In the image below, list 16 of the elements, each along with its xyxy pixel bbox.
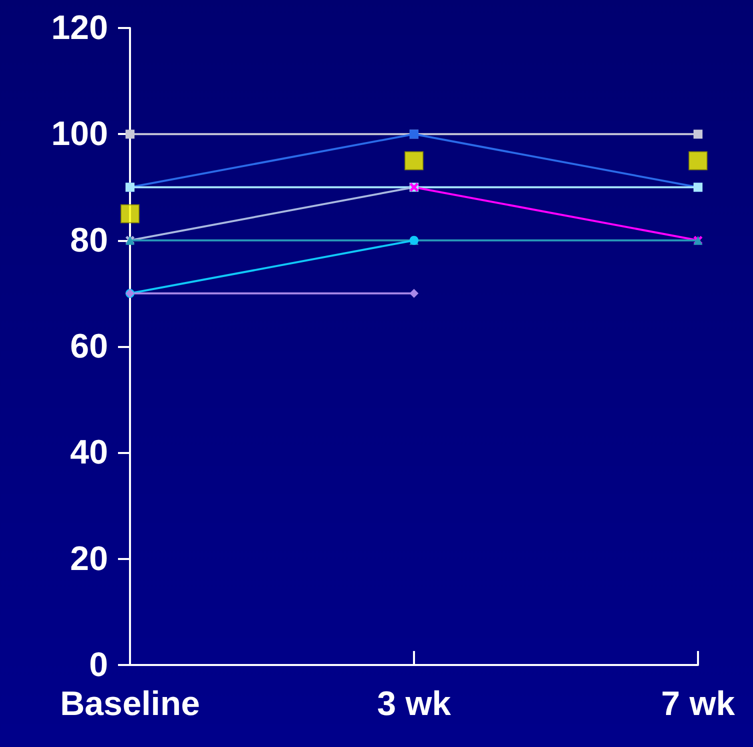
y-tick-label: 80: [70, 221, 108, 260]
point: [688, 151, 708, 170]
y-tick-label: 120: [51, 9, 108, 47]
point: [694, 130, 702, 139]
y-tick-label: 0: [89, 646, 108, 684]
y-tick-label: 100: [51, 115, 108, 154]
point: [404, 151, 424, 170]
y-tick-label: 20: [70, 540, 108, 578]
y-tick-label: 40: [70, 434, 108, 472]
point: [126, 130, 134, 139]
y-tick-label: 60: [70, 328, 108, 366]
x-tick-label: 3 wk: [377, 685, 451, 723]
point: [120, 204, 140, 224]
point: [410, 288, 418, 298]
x-tick-label: Baseline: [60, 685, 200, 723]
x-tick-label: 7 wk: [661, 685, 735, 723]
